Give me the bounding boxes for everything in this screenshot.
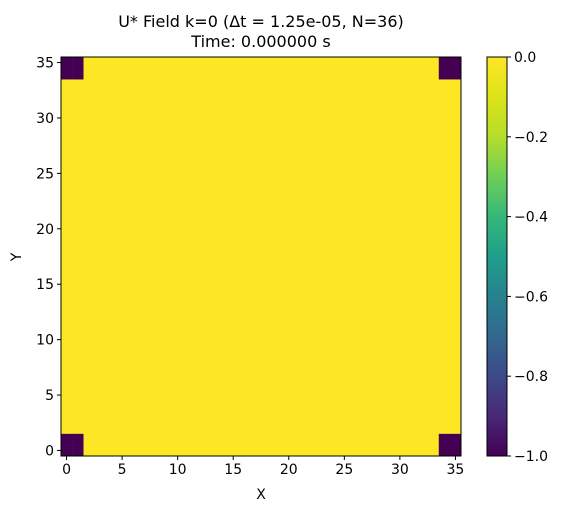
heatmap-cell: [438, 57, 451, 69]
heatmap-cell: [72, 444, 84, 457]
chart-title: U* Field k=0 (Δt = 1.25e-05, N=36): [118, 12, 404, 31]
heatmap-cell: [72, 68, 84, 80]
colorbar-gradient: [487, 57, 507, 456]
x-tick-label: 30: [391, 462, 409, 478]
heatmap-background: [61, 57, 461, 456]
heatmap-cell: [438, 433, 451, 446]
colorbar-frame: [486, 56, 508, 457]
heatmap-cell: [449, 57, 462, 69]
plot-frame: [60, 56, 462, 457]
y-tick-label: 20: [36, 222, 54, 238]
x-tick-label: 10: [169, 462, 187, 478]
y-axis-label: Y: [9, 252, 25, 262]
x-tick-label: 15: [224, 462, 242, 478]
colorbar-tick-label: −1.0: [514, 449, 548, 465]
x-tick-label: 20: [280, 462, 298, 478]
x-tick-label: 25: [335, 462, 353, 478]
y-tick-label: 15: [36, 277, 54, 293]
heatmap-plot-area: [60, 56, 462, 457]
colorbar: 0.0 −0.2 −0.4 −0.6 −0.8 −1.0: [486, 50, 548, 465]
heatmap-cell: [61, 444, 73, 457]
x-axis: 0 5 10 15 20 25 30 35: [62, 456, 464, 478]
x-axis-label: X: [256, 487, 266, 503]
y-tick-label: 5: [45, 388, 54, 404]
y-axis: 0 5 10 15 20 25 30 35: [36, 56, 61, 459]
heatmap-cell: [449, 68, 462, 80]
heatmap-cell: [61, 433, 73, 446]
colorbar-tick-label: −0.8: [514, 369, 548, 385]
x-tick-label: 35: [447, 462, 465, 478]
heatmap-cell: [438, 444, 451, 457]
y-tick-label: 0: [45, 443, 54, 459]
colorbar-tick-label: −0.6: [514, 289, 548, 305]
heatmap-cell: [449, 433, 462, 446]
colorbar-tick-label: 0.0: [514, 50, 536, 66]
x-tick-label: 0: [62, 462, 71, 478]
y-tick-label: 25: [36, 166, 54, 182]
colorbar-tick-label: −0.4: [514, 210, 548, 226]
x-tick-label: 5: [118, 462, 127, 478]
heatmap-cell: [61, 68, 73, 80]
heatmap-cell: [61, 57, 73, 69]
colorbar-tick-label: −0.2: [514, 130, 548, 146]
heatmap-cell: [72, 57, 84, 69]
heatmap-cell: [438, 68, 451, 80]
y-tick-label: 30: [36, 111, 54, 127]
heatmap-cell: [72, 433, 84, 446]
y-tick-label: 10: [36, 333, 54, 349]
y-tick-label: 35: [36, 56, 54, 72]
chart-subtitle: Time: 0.000000 s: [190, 32, 330, 51]
heatmap-cell: [449, 444, 462, 457]
